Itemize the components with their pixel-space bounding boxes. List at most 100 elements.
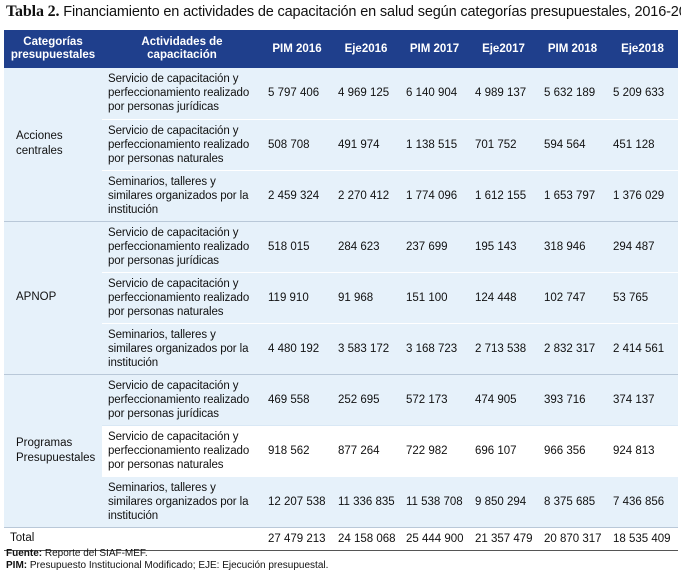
value-cell: 318 946 <box>538 221 607 272</box>
header-eje-2018: Eje2018 <box>607 30 678 68</box>
value-cell: 119 910 <box>262 271 332 323</box>
table-row: Seminarios, talleres y similares organiz… <box>4 169 678 221</box>
value-cell: 53 765 <box>607 271 678 323</box>
value-cell: 2 832 317 <box>538 322 607 374</box>
activity-label: Servicio de capacitación y perfeccionami… <box>102 424 262 476</box>
value-cell: 918 562 <box>262 424 332 476</box>
value-cell: 572 173 <box>400 374 469 425</box>
table-row: Programas Presupuestales Servicio de cap… <box>4 374 678 527</box>
value-cell: 701 752 <box>469 118 538 170</box>
category-label: Programas Presupuestales <box>4 374 102 527</box>
activity-label: Servicio de capacitación y perfeccionami… <box>102 271 262 323</box>
value-cell: 252 695 <box>332 374 400 425</box>
activity-label: Seminarios, talleres y similares organiz… <box>102 322 262 374</box>
total-value: 21 357 479 <box>469 527 538 551</box>
source-text: Reporte del SIAF-MEF. <box>44 548 148 559</box>
value-cell: 696 107 <box>469 424 538 476</box>
value-cell: 594 564 <box>538 118 607 170</box>
value-cell: 1 653 797 <box>538 169 607 221</box>
value-cell: 474 905 <box>469 374 538 425</box>
group-acciones-centrales: Acciones centrales Servicio de capacitac… <box>4 68 678 221</box>
value-cell: 91 968 <box>332 271 400 323</box>
category-label: Acciones centrales <box>4 68 102 221</box>
header-pim-2016: PIM 2016 <box>262 30 332 68</box>
financing-table: Categorías presupuestales Actividades de… <box>4 30 678 551</box>
table-row: Seminarios, talleres y similares organiz… <box>4 322 678 374</box>
header-eje-2017: Eje2017 <box>469 30 538 68</box>
total-value: 25 444 900 <box>400 527 469 551</box>
value-cell: 294 487 <box>607 221 678 272</box>
value-cell: 374 137 <box>607 374 678 425</box>
total-label: Total <box>4 527 262 551</box>
header-pim-2018: PIM 2018 <box>538 30 607 68</box>
activity-label: Servicio de capacitación y perfeccionami… <box>102 68 262 119</box>
value-cell: 3 168 723 <box>400 322 469 374</box>
value-cell: 2 414 561 <box>607 322 678 374</box>
value-cell: 151 100 <box>400 271 469 323</box>
value-cell: 3 583 172 <box>332 322 400 374</box>
table-number: Tabla 2. <box>6 3 60 20</box>
table-title: Tabla 2. Financiamiento en actividades d… <box>6 3 681 21</box>
value-cell: 722 982 <box>400 424 469 476</box>
value-cell: 9 850 294 <box>469 475 538 527</box>
value-cell: 491 974 <box>332 118 400 170</box>
pim-label: PIM: <box>6 560 28 571</box>
value-cell: 12 207 538 <box>262 475 332 527</box>
header-pim-2017: PIM 2017 <box>400 30 469 68</box>
table-row: Seminarios, talleres y similares organiz… <box>4 475 678 527</box>
value-cell: 1 138 515 <box>400 118 469 170</box>
value-cell: 195 143 <box>469 221 538 272</box>
value-cell: 11 336 835 <box>332 475 400 527</box>
source-label: Fuente: <box>6 548 43 559</box>
header-row: Categorías presupuestales Actividades de… <box>4 30 678 68</box>
value-cell: 2 459 324 <box>262 169 332 221</box>
category-label: APNOP <box>4 221 102 374</box>
total-value: 24 158 068 <box>332 527 400 551</box>
value-cell: 924 813 <box>607 424 678 476</box>
value-cell: 6 140 904 <box>400 68 469 119</box>
activity-label: Servicio de capacitación y perfeccionami… <box>102 374 262 425</box>
header-activities: Actividades de capacitación <box>102 30 262 68</box>
value-cell: 2 713 538 <box>469 322 538 374</box>
header-eje-2016: Eje2016 <box>332 30 400 68</box>
group-programas-presupuestales: Programas Presupuestales Servicio de cap… <box>4 374 678 527</box>
value-cell: 2 270 412 <box>332 169 400 221</box>
value-cell: 5 632 189 <box>538 68 607 119</box>
table-row: Acciones centrales Servicio de capacitac… <box>4 68 678 221</box>
value-cell: 451 128 <box>607 118 678 170</box>
value-cell: 1 612 155 <box>469 169 538 221</box>
value-cell: 1 376 029 <box>607 169 678 221</box>
total-row: Total 27 479 213 24 158 068 25 444 900 2… <box>4 527 678 551</box>
pim-text: Presupuesto Institucional Modificado; EJ… <box>29 560 329 571</box>
activity-label: Servicio de capacitación y perfeccionami… <box>102 118 262 170</box>
activity-label: Seminarios, talleres y similares organiz… <box>102 475 262 527</box>
source-note: Fuente: Reporte del SIAF-MEF. <box>6 548 328 560</box>
value-cell: 393 716 <box>538 374 607 425</box>
value-cell: 518 015 <box>262 221 332 272</box>
table-row: Servicio de capacitación y perfeccionami… <box>4 424 678 476</box>
value-cell: 469 558 <box>262 374 332 425</box>
value-cell: 237 699 <box>400 221 469 272</box>
value-cell: 4 480 192 <box>262 322 332 374</box>
group-apnop: APNOP Servicio de capacitación y perfecc… <box>4 221 678 374</box>
value-cell: 8 375 685 <box>538 475 607 527</box>
value-cell: 1 774 096 <box>400 169 469 221</box>
table-caption: Financiamiento en actividades de capacit… <box>63 4 681 20</box>
value-cell: 4 989 137 <box>469 68 538 119</box>
value-cell: 284 623 <box>332 221 400 272</box>
value-cell: 102 747 <box>538 271 607 323</box>
value-cell: 124 448 <box>469 271 538 323</box>
value-cell: 508 708 <box>262 118 332 170</box>
value-cell: 11 538 708 <box>400 475 469 527</box>
activity-label: Servicio de capacitación y perfeccionami… <box>102 221 262 272</box>
value-cell: 7 436 856 <box>607 475 678 527</box>
value-cell: 877 264 <box>332 424 400 476</box>
table-row: APNOP Servicio de capacitación y perfecc… <box>4 221 678 374</box>
value-cell: 5 797 406 <box>262 68 332 119</box>
value-cell: 966 356 <box>538 424 607 476</box>
abbreviation-note: PIM: Presupuesto Institucional Modificad… <box>6 560 328 572</box>
value-cell: 4 969 125 <box>332 68 400 119</box>
value-cell: 5 209 633 <box>607 68 678 119</box>
table-row: Servicio de capacitación y perfeccionami… <box>4 271 678 323</box>
